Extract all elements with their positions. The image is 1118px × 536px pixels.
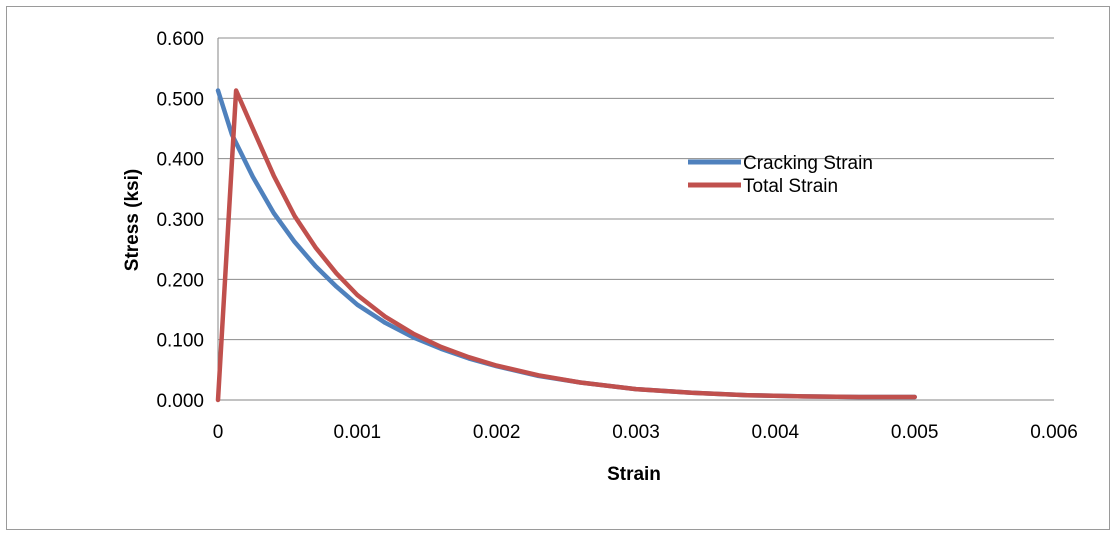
y-tick-labels: 0.000 0.100 0.200 0.300 0.400 0.500 0.600 [156,29,204,412]
x-axis-title: Strain [607,464,661,485]
x-tick-label: 0.003 [612,422,660,443]
series-lines [215,88,917,403]
y-tick-label: 0.400 [156,150,204,171]
y-axis-title: Stress (ksi) [122,169,143,271]
y-tick-label: 0.200 [156,270,204,291]
series-line-total-strain [215,88,917,403]
x-tick-label: 0.004 [752,422,800,443]
gridlines [217,37,1054,401]
y-tick-label: 0.000 [156,391,204,412]
legend-label: Total Strain [743,176,838,197]
y-tick-label: 0.100 [156,331,204,352]
series-line-cracking-strain [215,88,917,400]
x-tick-label: 0.002 [473,422,521,443]
y-tick-label: 0.500 [156,89,204,110]
line-chart: 0 0.001 0.002 0.003 0.004 0.005 0.006 0.000 0.1… [122,29,1078,485]
chart-area: 0 0.001 0.002 0.003 0.004 0.005 0.006 0.000 0.1… [6,6,1110,530]
x-tick-label: 0 [213,422,224,443]
x-tick-labels: 0 0.001 0.002 0.003 0.004 0.005 0.006 [213,422,1078,443]
y-tick-label: 0.600 [156,29,204,50]
x-tick-label: 0.001 [334,422,382,443]
legend-label: Cracking Strain [743,153,873,174]
x-tick-label: 0.005 [891,422,939,443]
x-tick-label: 0.006 [1030,422,1078,443]
y-tick-label: 0.300 [156,210,204,231]
